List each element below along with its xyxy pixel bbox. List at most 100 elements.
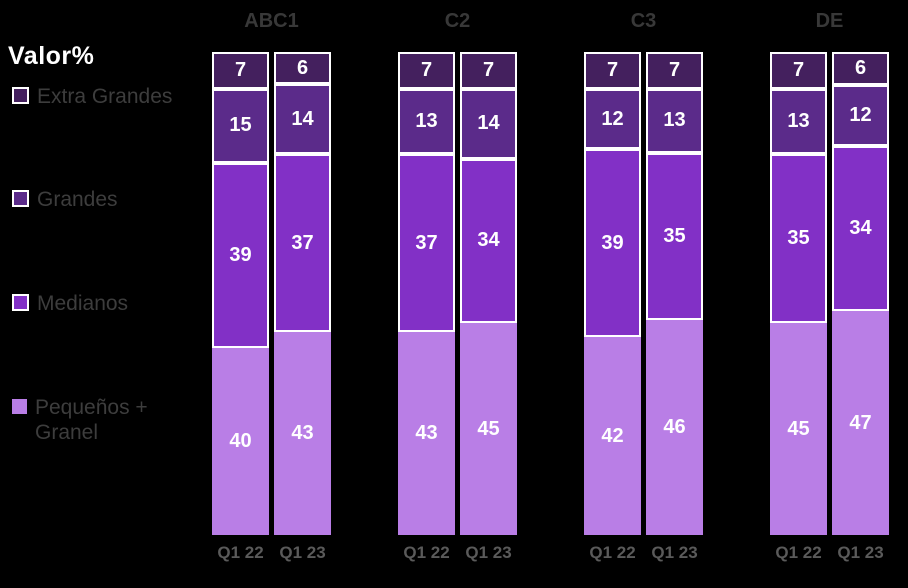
- axis-labels: Q1 22 Q1 23: [584, 543, 703, 563]
- bar-group-c3: C3 7 12 39 42 7 13 35 46 Q1 22 Q1 23: [584, 0, 703, 588]
- medianos-swatch-icon: [12, 294, 29, 311]
- segment-value-label: 35: [787, 227, 810, 250]
- bar-segment: 13: [770, 88, 827, 155]
- bar-segment: 14: [274, 84, 331, 155]
- bar-segment: 13: [646, 88, 703, 154]
- bar-segment: 45: [460, 323, 517, 535]
- legend-label: Pequeños + Granel: [35, 396, 148, 445]
- segment-value-label: 40: [229, 430, 252, 453]
- legend-item-extra-grandes: Extra Grandes: [12, 84, 172, 109]
- bar-segment: 43: [274, 332, 331, 535]
- group-header: ABC1: [244, 10, 299, 32]
- axis-label: Q1 23: [837, 543, 884, 562]
- axis-label: Q1 22: [589, 543, 636, 562]
- bar-segment: 46: [646, 320, 703, 535]
- group-header: DE: [815, 10, 844, 32]
- bar-segment: 6: [832, 52, 889, 85]
- segment-value-label: 37: [291, 231, 314, 254]
- stacked-bar: 6 12 34 47: [832, 52, 889, 535]
- segment-value-label: 43: [291, 422, 314, 445]
- bar-segment: 39: [584, 149, 641, 338]
- axis-label: Q1 23: [651, 543, 698, 562]
- bar-segment: 47: [832, 311, 889, 535]
- bar-segment: 15: [212, 88, 269, 163]
- stacked-bar: 7 13 35 46: [646, 52, 703, 535]
- segment-value-label: 39: [601, 231, 624, 254]
- stacked-bar: 7 13 35 45: [770, 52, 827, 535]
- segment-value-label: 13: [663, 109, 686, 132]
- bar-segment: 7: [212, 52, 269, 89]
- segment-value-label: 15: [229, 114, 252, 137]
- legend-label: Extra Grandes: [37, 85, 173, 108]
- segment-value-label: 6: [854, 56, 867, 79]
- bar-segment: 40: [212, 348, 269, 535]
- bar-segment: 42: [584, 337, 641, 535]
- bar-pair: 7 13 37 43 7 14 34 45: [398, 52, 517, 535]
- segment-value-label: 34: [477, 229, 500, 252]
- group-header: C2: [444, 10, 471, 32]
- bar-segment: 7: [770, 52, 827, 89]
- axis-label: Q1 22: [217, 543, 264, 562]
- segment-value-label: 37: [415, 231, 438, 254]
- legend-label: Medianos: [37, 292, 129, 315]
- bar-segment: 12: [584, 88, 641, 150]
- segment-value-label: 6: [296, 56, 309, 79]
- segment-value-label: 46: [663, 416, 686, 439]
- segment-value-label: 12: [849, 103, 872, 126]
- bar-pair: 7 12 39 42 7 13 35 46: [584, 52, 703, 535]
- bar-segment: 45: [770, 323, 827, 535]
- bar-pair: 7 13 35 45 6 12 34 47: [770, 52, 889, 535]
- bar-segment: 7: [646, 52, 703, 89]
- axis-labels: Q1 22 Q1 23: [770, 543, 889, 563]
- bar-segment: 7: [584, 52, 641, 89]
- bar-segment: 13: [398, 88, 455, 155]
- grandes-swatch-icon: [12, 190, 29, 207]
- pequenos-granel-swatch-icon: [12, 399, 27, 414]
- legend-item-medianos: Medianos: [12, 291, 128, 316]
- bar-group-de: DE 7 13 35 45 6 12 34 47 Q1 22 Q1 23: [770, 0, 889, 588]
- legend-item-grandes: Grandes: [12, 187, 118, 212]
- segment-value-label: 42: [601, 424, 624, 447]
- bar-segment: 12: [832, 84, 889, 146]
- segment-value-label: 45: [477, 417, 500, 440]
- segment-value-label: 7: [420, 58, 433, 81]
- segment-value-label: 7: [668, 58, 681, 81]
- bar-segment: 6: [274, 52, 331, 85]
- bar-group-c2: C2 7 13 37 43 7 14 34 45 Q1 22 Q1 23: [398, 0, 517, 588]
- segment-value-label: 7: [234, 58, 247, 81]
- legend-item-pequenos-granel: Pequeños + Granel: [12, 395, 190, 445]
- legend-label: Grandes: [37, 188, 118, 211]
- segment-value-label: 45: [787, 417, 810, 440]
- bar-segment: 39: [212, 162, 269, 349]
- segment-value-label: 7: [606, 58, 619, 81]
- segment-value-label: 34: [849, 217, 872, 240]
- segment-value-label: 39: [229, 244, 252, 267]
- axis-labels: Q1 22 Q1 23: [212, 543, 331, 563]
- segment-value-label: 7: [482, 58, 495, 81]
- stacked-bar: 7 13 37 43: [398, 52, 455, 535]
- segment-value-label: 14: [291, 107, 314, 130]
- axis-labels: Q1 22 Q1 23: [398, 543, 517, 563]
- chart-title: Valor%: [8, 42, 95, 70]
- segment-value-label: 14: [477, 112, 500, 135]
- segment-value-label: 35: [663, 225, 686, 248]
- extra-grandes-swatch-icon: [12, 87, 29, 104]
- bar-segment: 37: [274, 154, 331, 333]
- bar-segment: 7: [398, 52, 455, 89]
- stacked-bar: 7 14 34 45: [460, 52, 517, 535]
- stacked-bar: 7 15 39 40: [212, 52, 269, 535]
- axis-label: Q1 22: [775, 543, 822, 562]
- axis-label: Q1 23: [465, 543, 512, 562]
- bar-segment: 35: [646, 153, 703, 321]
- bar-segment: 35: [770, 154, 827, 324]
- bar-segment: 37: [398, 154, 455, 333]
- bar-segment: 43: [398, 332, 455, 535]
- bar-segment: 14: [460, 88, 517, 159]
- axis-label: Q1 22: [403, 543, 450, 562]
- stacked-bar: 7 12 39 42: [584, 52, 641, 535]
- bar-segment: 7: [460, 52, 517, 89]
- bar-pair: 7 15 39 40 6 14 37 43: [212, 52, 331, 535]
- group-header: C3: [630, 10, 657, 32]
- segment-value-label: 47: [849, 411, 872, 434]
